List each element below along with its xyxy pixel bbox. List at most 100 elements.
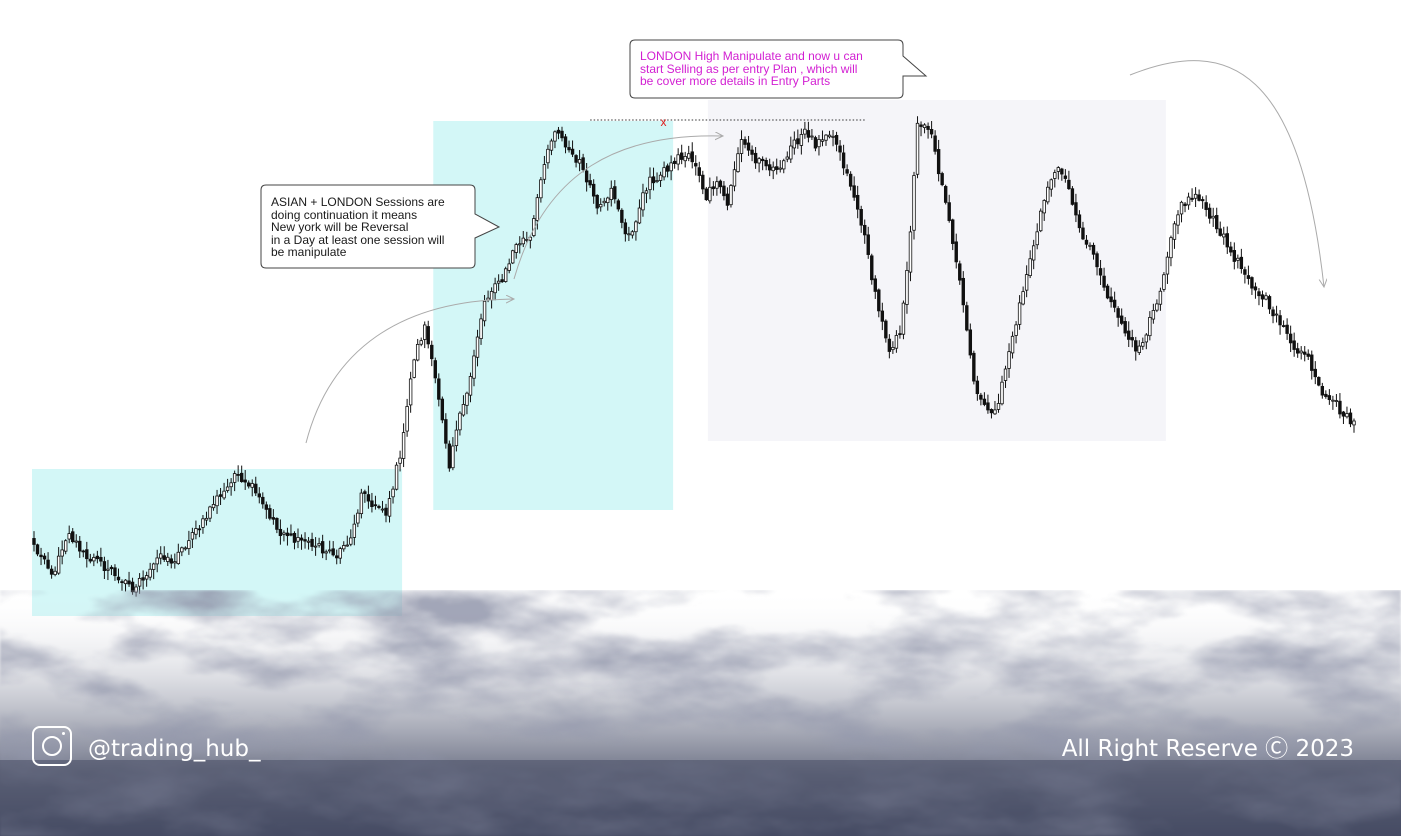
candle-body-bear xyxy=(1281,325,1286,327)
candle-body-bear xyxy=(1239,256,1244,270)
candle xyxy=(606,196,610,211)
candle-body-bear xyxy=(303,539,307,542)
candle xyxy=(349,529,353,547)
candle xyxy=(437,373,441,407)
candle-body-bull xyxy=(1000,381,1004,405)
candle xyxy=(736,147,740,173)
candle xyxy=(106,559,110,581)
candle-body-bear xyxy=(1070,188,1075,205)
candle xyxy=(799,128,804,155)
candle xyxy=(634,220,638,241)
candle xyxy=(637,199,642,225)
candle xyxy=(229,478,233,496)
candle-body-bear xyxy=(377,505,381,509)
candle-body-bear xyxy=(986,402,990,411)
candle xyxy=(697,161,701,183)
candle-body-bull xyxy=(380,508,385,511)
candle-body-bear xyxy=(1250,277,1254,289)
candle-body-bull xyxy=(123,579,128,585)
candle-body-bear xyxy=(1204,202,1208,210)
candle-body-bear xyxy=(1134,340,1138,352)
candle-body-bull xyxy=(465,392,469,406)
candle xyxy=(1341,410,1346,425)
candle xyxy=(39,547,43,566)
candle-body-bear xyxy=(127,580,131,585)
candle xyxy=(299,534,304,550)
candle-body-bull xyxy=(1334,400,1339,402)
candle-body-bear xyxy=(1063,175,1068,179)
candle-body-bull xyxy=(1053,172,1057,179)
candle xyxy=(905,261,909,314)
candle xyxy=(1010,331,1015,359)
candle xyxy=(813,135,818,152)
candle xyxy=(32,531,36,552)
candle-body-bear xyxy=(95,555,100,560)
candle xyxy=(1229,241,1233,257)
candle-body-bear xyxy=(750,149,754,155)
candle xyxy=(503,266,508,283)
arrow-asian-to-london xyxy=(305,299,514,444)
candle-body-bull xyxy=(345,544,349,547)
candle-body-bull xyxy=(817,139,821,148)
candle-body-bull xyxy=(173,561,177,564)
candle xyxy=(327,540,332,554)
candle-body-bull xyxy=(306,540,311,543)
candle-body-bear xyxy=(722,185,726,197)
candle xyxy=(1303,346,1307,362)
candle-body-bull xyxy=(1352,420,1356,426)
candle-body-bull xyxy=(1042,200,1046,214)
candle-body-bull xyxy=(518,243,522,246)
candle xyxy=(447,440,452,472)
candle xyxy=(704,186,709,201)
candle-body-bear xyxy=(99,557,103,562)
candle-body-bull xyxy=(1345,413,1349,418)
candle-body-bear xyxy=(1074,202,1078,216)
candle-body-bear xyxy=(1278,315,1282,326)
candle-body-bear xyxy=(285,532,290,537)
candle xyxy=(394,462,399,491)
social-handle[interactable]: @trading_hub_ xyxy=(88,736,261,762)
candle-body-bull xyxy=(792,139,797,149)
candle xyxy=(831,130,835,147)
candle xyxy=(176,543,181,565)
candle-body-bull xyxy=(915,122,920,175)
candle xyxy=(359,488,364,519)
candles xyxy=(32,116,1356,597)
candle xyxy=(750,145,754,162)
candle-body-bear xyxy=(35,544,40,555)
candle xyxy=(866,226,870,259)
candle-body-bull xyxy=(215,495,219,507)
candle-body-bull xyxy=(1264,295,1268,300)
candle-body-bull xyxy=(542,164,547,180)
candle xyxy=(430,340,434,367)
candle xyxy=(479,313,483,345)
candle xyxy=(162,546,166,562)
candle xyxy=(1116,306,1120,327)
candle-body-bull xyxy=(1158,290,1163,305)
candle xyxy=(651,167,656,191)
candle xyxy=(1211,207,1215,227)
instagram-icon[interactable] xyxy=(32,726,72,766)
candle-body-bull xyxy=(176,551,181,565)
candle xyxy=(1176,210,1180,235)
candle-body-bear xyxy=(268,508,272,519)
candle xyxy=(1232,242,1237,270)
candle xyxy=(338,546,342,564)
candle-body-bear xyxy=(848,173,853,187)
instagram-dot-icon xyxy=(62,732,65,735)
candle-body-bear xyxy=(852,185,856,198)
candle-body-bear xyxy=(278,528,283,537)
candle-body-bear xyxy=(1102,275,1106,288)
candle-body-bear xyxy=(556,129,561,134)
candle xyxy=(236,465,240,482)
candle xyxy=(641,183,645,217)
candle-body-bull xyxy=(507,263,511,271)
candle xyxy=(208,505,212,523)
candle-body-bull xyxy=(503,268,508,282)
candle xyxy=(1102,267,1106,291)
candle-body-bear xyxy=(665,165,670,172)
candle-body-bear xyxy=(764,160,768,167)
candle xyxy=(986,394,990,414)
candle xyxy=(1324,390,1328,399)
candle-body-bear xyxy=(261,496,265,505)
